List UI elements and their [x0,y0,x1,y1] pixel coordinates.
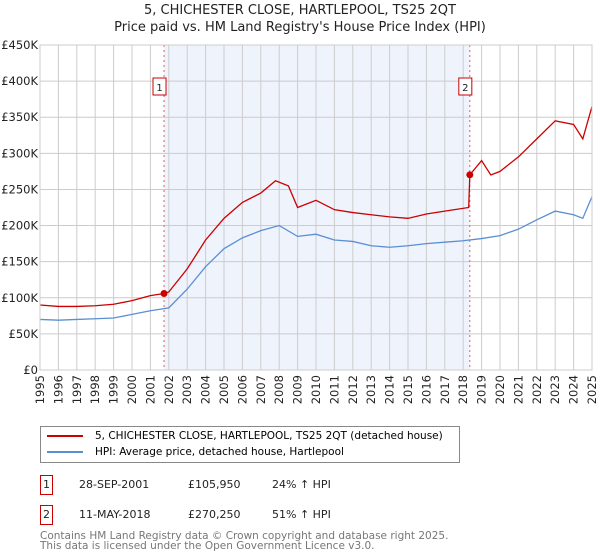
x-tick-label: 2004 [199,375,213,404]
sale-point [466,171,474,179]
legend-item-property: 5, CHICHESTER CLOSE, HARTLEPOOL, TS25 2Q… [47,430,443,442]
x-tick-label: 2019 [475,375,489,404]
sale-marker-label: 1 [156,83,162,94]
table-row: 1 28-SEP-2001 £105,950 24% ↑ HPI [40,475,440,495]
x-tick-label: 2005 [217,375,231,404]
sale-hpi-diff: 24% ↑ HPI [272,478,331,491]
x-tick-label: 2012 [346,375,360,404]
x-tick-label: 2022 [530,375,544,404]
x-tick-label: 2002 [162,375,176,404]
sale-marker-box [152,77,167,96]
x-tick-label: 2006 [235,375,249,404]
x-tick-label: 1997 [70,375,84,404]
plot-frame [39,44,593,371]
footer-attribution: Contains HM Land Registry data © Crown c… [40,530,449,552]
table-row: 2 11-MAY-2018 £270,250 51% ↑ HPI [40,505,440,525]
x-tick-label: 2000 [125,375,139,404]
legend-label: HPI: Average price, detached house, Hart… [95,446,344,458]
x-tick-label: 2014 [383,375,397,404]
sale-marker-badge: 1 [40,475,53,495]
sale-hpi-diff: 51% ↑ HPI [272,508,331,521]
legend-item-hpi: HPI: Average price, detached house, Hart… [47,446,344,458]
y-tick-label: £200K [1,219,38,233]
price-chart: £0 £50K £100K £150K £200K £250K £300K £350K £400… [1,38,599,404]
x-tick-label: 2018 [456,375,470,404]
y-tick-label: £350K [1,110,38,124]
y-tick-label: £100K [1,291,38,305]
shaded-ownership-period [164,45,470,370]
x-tick-label: 2021 [511,375,525,404]
x-tick-label: 2001 [143,375,157,404]
x-tick-label: 2016 [419,375,433,404]
footer-line: This data is licensed under the Open Gov… [40,540,375,552]
legend-swatch-red [47,435,83,437]
sale-marker-badge: 2 [40,505,53,525]
chart-title: 5, CHICHESTER CLOSE, HARTLEPOOL, TS25 2Q… [144,3,456,18]
y-tick-label: £450K [1,38,38,52]
x-tick-label: 2020 [493,375,507,404]
sale-price: £105,950 [188,478,241,491]
property-price-line [39,106,593,308]
y-tick-label: £50K [9,327,39,341]
x-tick-label: 2003 [180,375,194,404]
sale-point [160,289,168,297]
footer-line: Contains HM Land Registry data © Crown c… [40,530,449,542]
sale-marker-box [458,77,473,96]
x-tick-label: 2007 [254,375,268,404]
x-tick-label: 1995 [33,375,47,404]
x-tick-label: 1996 [51,375,65,404]
legend: 5, CHICHESTER CLOSE, HARTLEPOOL, TS25 2Q… [40,426,460,463]
hpi-line [39,196,593,321]
sale-marker-label: 2 [462,83,468,94]
x-tick-label: 2023 [548,375,562,404]
x-tick-label: 2013 [364,375,378,404]
x-tick-label: 2010 [309,375,323,404]
sale-date: 11-MAY-2018 [79,508,151,521]
y-tick-label: £250K [1,182,38,196]
legend-label: 5, CHICHESTER CLOSE, HARTLEPOOL, TS25 2Q… [95,430,443,442]
legend-swatch-blue [47,451,83,453]
sale-date: 28-SEP-2001 [79,478,150,491]
sale-price: £270,250 [188,508,241,521]
chart-subtitle: Price paid vs. HM Land Registry's House … [114,20,486,35]
x-tick-label: 1999 [107,375,121,404]
x-tick-label: 2009 [291,375,305,404]
y-tick-label: £400K [1,74,38,88]
x-tick-label: 2011 [327,375,341,404]
y-tick-label: £300K [1,146,38,160]
x-tick-label: 2024 [567,375,581,404]
x-tick-label: 2008 [272,375,286,404]
y-tick-label: £0 [23,363,38,377]
x-tick-label: 2015 [401,375,415,404]
x-tick-label: 2017 [438,375,452,404]
x-tick-label: 2025 [585,375,599,404]
y-tick-label: £150K [1,255,38,269]
x-tick-label: 1998 [88,375,102,404]
